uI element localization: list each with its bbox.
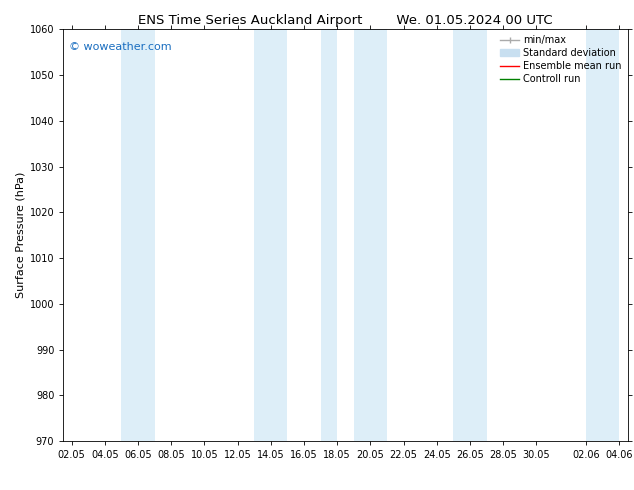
Bar [122, 29, 155, 441]
Legend: min/max, Standard deviation, Ensemble mean run, Controll run: min/max, Standard deviation, Ensemble me… [496, 31, 626, 88]
Text: © woweather.com: © woweather.com [69, 42, 172, 52]
Bar [586, 29, 619, 441]
Y-axis label: Surface Pressure (hPa): Surface Pressure (hPa) [16, 172, 25, 298]
Title: ENS Time Series Auckland Airport        We. 01.05.2024 00 UTC: ENS Time Series Auckland Airport We. 01.… [138, 14, 553, 27]
Bar [321, 29, 337, 441]
Bar [254, 29, 287, 441]
Bar [453, 29, 486, 441]
Bar [354, 29, 387, 441]
